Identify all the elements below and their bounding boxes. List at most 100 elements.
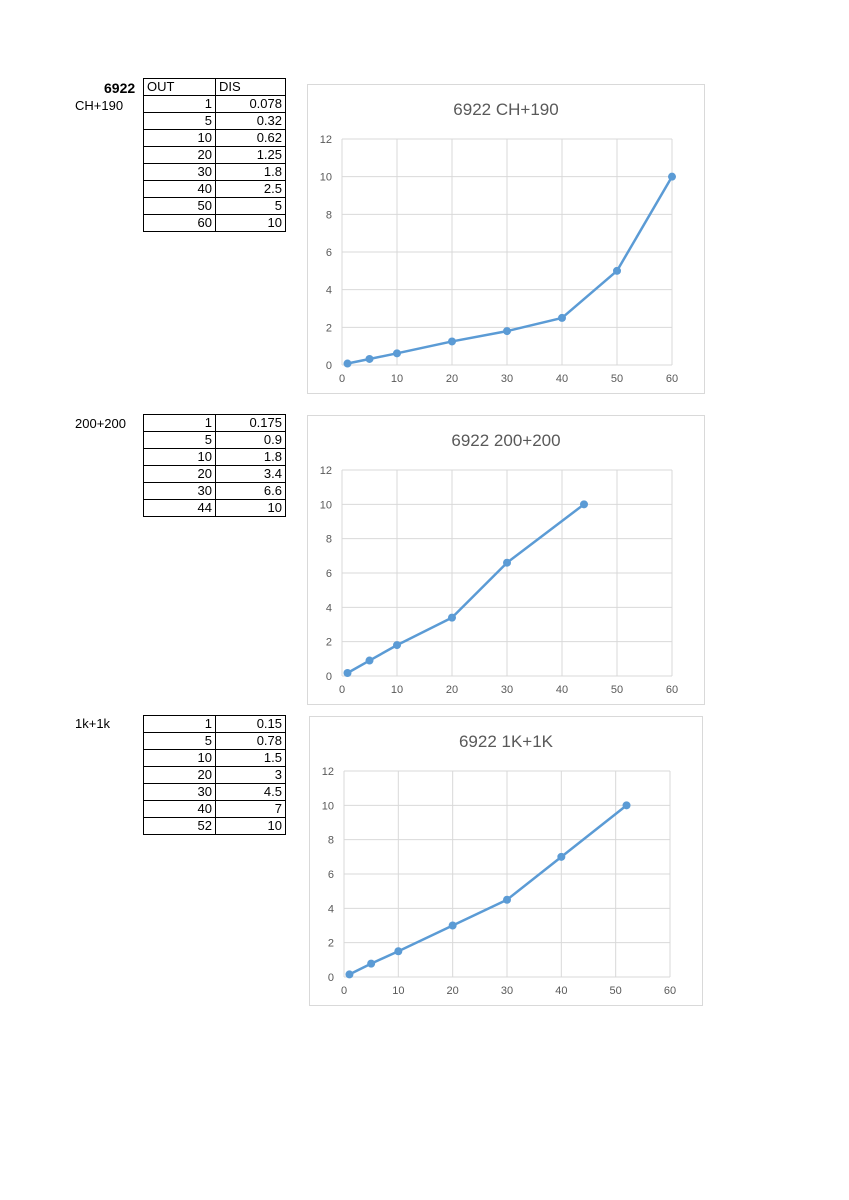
table-row: 50 5	[143, 197, 286, 215]
series-line	[348, 804, 628, 976]
y-tick-label: 8	[326, 209, 332, 221]
dis-cell: 3.4	[215, 465, 286, 483]
dis-cell: 0.15	[215, 715, 286, 733]
data-point	[503, 558, 511, 567]
out-cell: 20	[143, 766, 216, 784]
x-tick-label: 50	[610, 985, 622, 997]
x-tick-label: 10	[392, 985, 404, 997]
x-tick-label: 60	[666, 373, 678, 385]
x-tick-label: 60	[666, 684, 678, 696]
dis-cell: 0.32	[215, 112, 286, 130]
dis-cell: 1.8	[215, 448, 286, 466]
table-row: 20 3.4	[143, 465, 286, 483]
table-row: 10 1.8	[143, 448, 286, 466]
x-tick-label: 30	[501, 373, 513, 385]
dis-cell: 2.5	[215, 180, 286, 198]
x-tick-label: 40	[556, 373, 568, 385]
table-row: 30 4.5	[143, 783, 286, 801]
table-row: 40 2.5	[143, 180, 286, 198]
table-row: 60 10	[143, 214, 286, 232]
dis-cell: 1.25	[215, 146, 286, 164]
data-point	[668, 172, 676, 181]
dis-cell: 0.175	[215, 414, 286, 432]
out-cell: 1	[143, 715, 216, 733]
out-cell: 20	[143, 146, 216, 164]
out-cell: 1	[143, 95, 216, 113]
dis-cell: 0.9	[215, 431, 286, 449]
chart-title: 6922 1K+1K	[459, 732, 554, 751]
chart-200-200-svg: 6922 200+200 0 2 4 6 8 10 12 0 10 20 30 40 50 60	[320, 431, 678, 696]
section-label-ch190: CH+190	[75, 98, 124, 113]
data-point	[343, 359, 352, 368]
data-point	[448, 921, 457, 930]
x-tick-label: 0	[341, 985, 347, 997]
x-tick-label: 10	[391, 684, 403, 696]
chart-title: 6922 200+200	[451, 431, 560, 450]
dis-cell: 10	[215, 214, 286, 232]
out-cell: 5	[143, 732, 216, 750]
series-line	[347, 176, 674, 365]
y-tick-label: 2	[326, 637, 332, 649]
table-row: 10 1.5	[143, 749, 286, 767]
out-cell: 5	[143, 112, 216, 130]
out-cell: 1	[143, 414, 216, 432]
out-cell: 30	[143, 163, 216, 181]
out-cell: 52	[143, 817, 216, 835]
y-tick-label: 4	[328, 903, 334, 915]
x-tick-label: 20	[446, 373, 458, 385]
y-tick-label: 0	[326, 360, 332, 372]
y-tick-label: 0	[328, 972, 334, 984]
section-label-200-200: 200+200	[75, 416, 126, 431]
y-tick-label: 12	[322, 766, 334, 778]
y-tick-label: 8	[328, 835, 334, 847]
data-point	[613, 266, 621, 275]
table-row: 44 10	[143, 499, 286, 517]
y-tick-label: 6	[326, 568, 332, 580]
y-tick-label: 8	[326, 534, 332, 546]
dis-cell: 10	[215, 817, 286, 835]
y-tick-label: 0	[326, 671, 332, 683]
table-row: 52 10	[143, 817, 286, 835]
data-point	[557, 852, 566, 861]
table-row: 1 0.078	[143, 95, 286, 113]
table-row: 20 3	[143, 766, 286, 784]
table-row: 40 7	[143, 800, 286, 818]
dis-cell: 1.5	[215, 749, 286, 767]
dis-cell: 3	[215, 766, 286, 784]
table-header-row: OUT DIS	[143, 78, 286, 96]
x-tick-label: 20	[447, 985, 459, 997]
out-cell: 30	[143, 482, 216, 500]
y-tick-label: 2	[328, 938, 334, 950]
chart-title: 6922 CH+190	[453, 100, 558, 119]
data-point	[393, 349, 401, 358]
data-point	[448, 337, 456, 346]
table-row: 1 0.175	[143, 414, 286, 432]
x-tick-label: 0	[339, 373, 345, 385]
dis-cell: 10	[215, 499, 286, 517]
out-cell: 60	[143, 214, 216, 232]
table-row: 20 1.25	[143, 146, 286, 164]
data-point	[393, 641, 401, 650]
out-cell: 30	[143, 783, 216, 801]
x-tick-label: 50	[611, 684, 623, 696]
x-tick-label: 40	[556, 684, 568, 696]
x-tick-label: 10	[391, 373, 403, 385]
y-tick-label: 10	[322, 800, 334, 812]
y-tick-label: 4	[326, 285, 332, 297]
data-table-ch190: OUT DIS 1 0.078 5 0.32 10 0.62 20 1.25 30 1.8…	[143, 78, 286, 232]
dis-cell: 6.6	[215, 482, 286, 500]
out-cell: 40	[143, 180, 216, 198]
x-tick-label: 30	[501, 985, 513, 997]
out-cell: 20	[143, 465, 216, 483]
table-row: 10 0.62	[143, 129, 286, 147]
out-cell: 10	[143, 448, 216, 466]
y-tick-label: 10	[320, 499, 332, 511]
model-title: 6922	[104, 80, 136, 96]
x-tick-label: 20	[446, 684, 458, 696]
y-tick-label: 12	[320, 134, 332, 146]
out-cell: 40	[143, 800, 216, 818]
data-point	[580, 500, 588, 509]
data-table-1k-1k: 1 0.15 5 0.78 10 1.5 20 3 30 4.5 40 7 52 10	[143, 715, 286, 835]
dis-cell: 0.078	[215, 95, 286, 113]
chart-1k-1k-svg: 6922 1K+1K 0 2 4 6 8 10 12 0 10 20 30 40 50 60	[322, 732, 676, 997]
